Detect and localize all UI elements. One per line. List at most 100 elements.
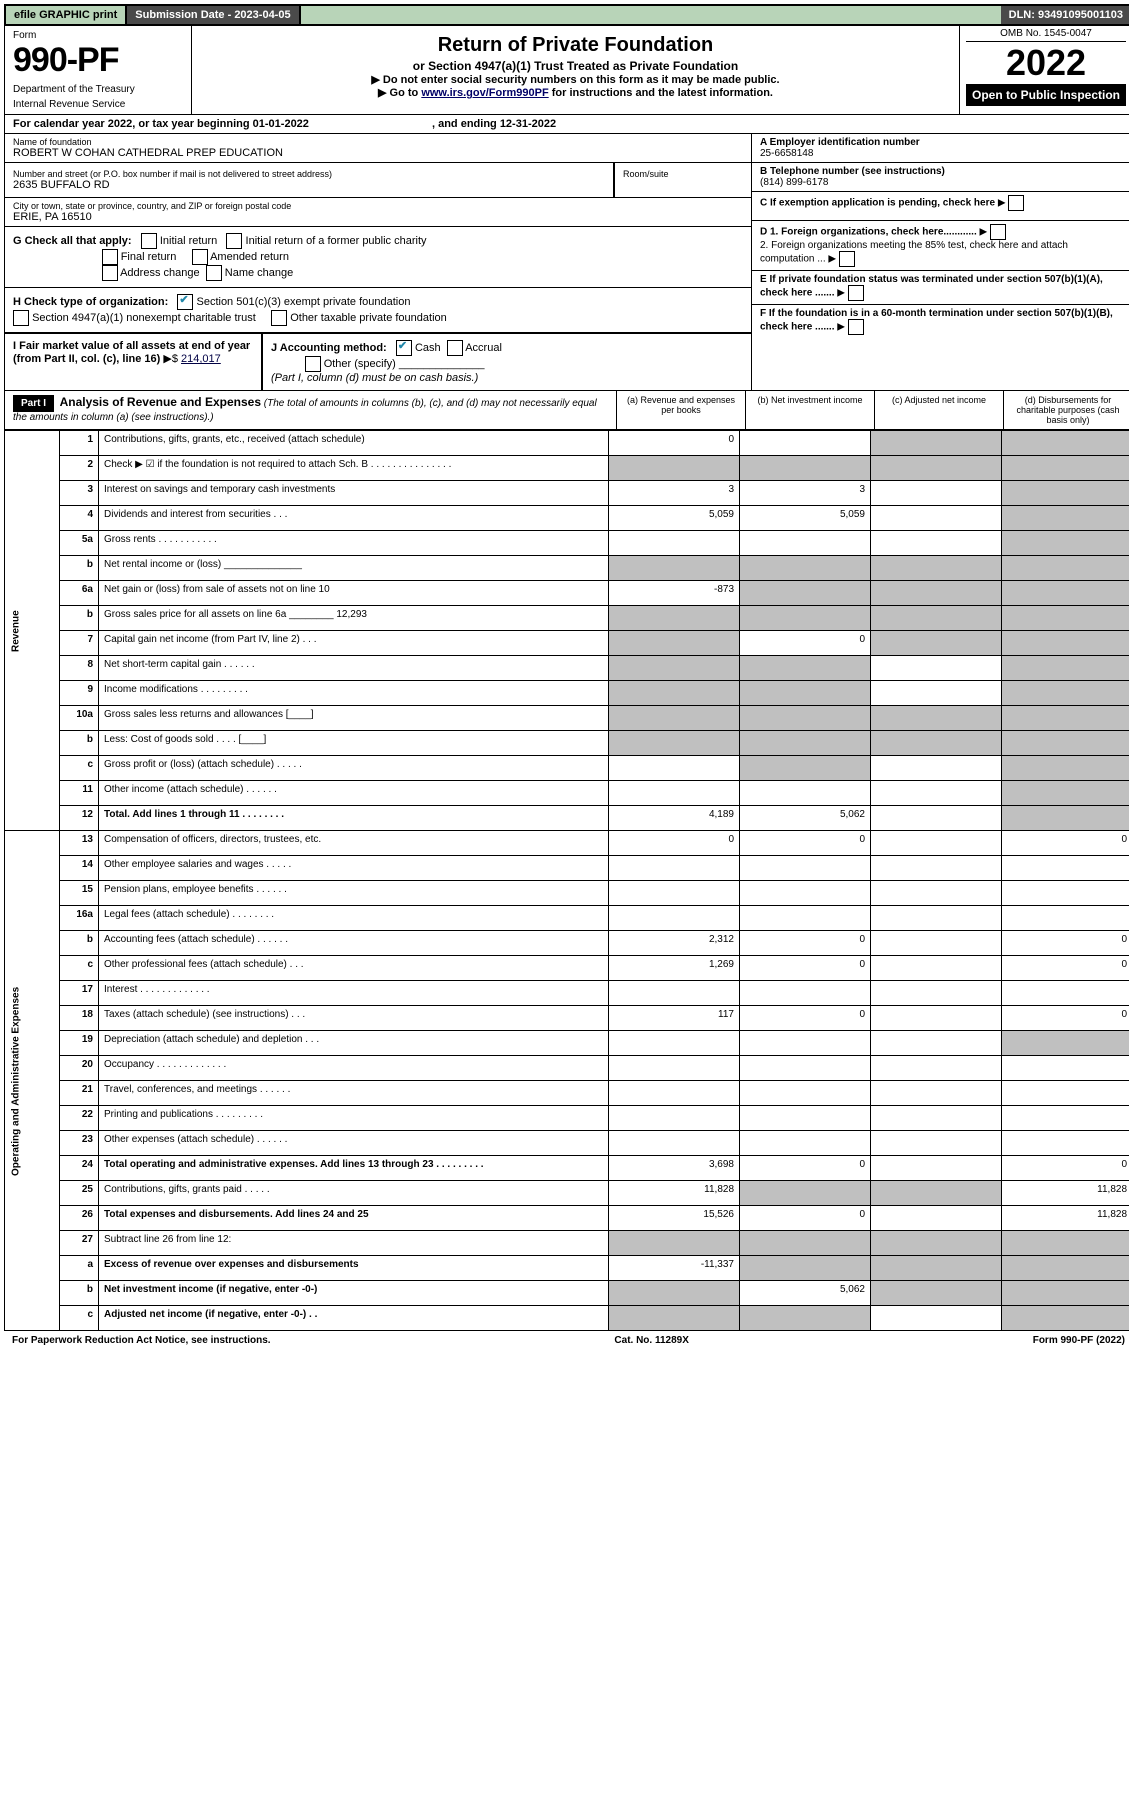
form-number: 990-PF <box>13 41 183 80</box>
address-change-checkbox[interactable] <box>102 265 118 281</box>
row-number: c <box>60 1306 99 1331</box>
table-row: 11Other income (attach schedule) . . . .… <box>5 781 1129 806</box>
row-number: b <box>60 731 99 756</box>
row-description: Interest on savings and temporary cash i… <box>99 481 609 506</box>
row-number: 22 <box>60 1106 99 1131</box>
row-description: Printing and publications . . . . . . . … <box>99 1106 609 1131</box>
row-number: 8 <box>60 656 99 681</box>
section-f: F If the foundation is in a 60-month ter… <box>752 305 1129 338</box>
amount-col-b <box>740 1256 871 1281</box>
amount-col-d: 0 <box>1002 956 1129 981</box>
row-number: 4 <box>60 506 99 531</box>
row-number: 23 <box>60 1131 99 1156</box>
form-number-box: Form 990-PF Department of the Treasury I… <box>5 26 192 114</box>
fmv-value[interactable]: 214,017 <box>181 353 221 365</box>
initial-former-checkbox[interactable] <box>226 233 242 249</box>
amount-col-b <box>740 981 871 1006</box>
amount-col-b: 0 <box>740 931 871 956</box>
city-state-zip: ERIE, PA 16510 <box>13 211 743 223</box>
col-a-header: (a) Revenue and expenses per books <box>616 391 745 429</box>
amount-col-c <box>871 581 1002 606</box>
amount-col-c <box>871 931 1002 956</box>
4947-checkbox[interactable] <box>13 310 29 326</box>
final-return-checkbox[interactable] <box>102 249 118 265</box>
irs-link[interactable]: www.irs.gov/Form990PF <box>421 87 548 99</box>
table-row: 12Total. Add lines 1 through 11 . . . . … <box>5 806 1129 831</box>
table-row: Revenue1Contributions, gifts, grants, et… <box>5 431 1129 456</box>
accrual-checkbox[interactable] <box>447 340 463 356</box>
amount-col-a <box>609 881 740 906</box>
amount-col-d <box>1002 531 1129 556</box>
table-row: 18Taxes (attach schedule) (see instructi… <box>5 1006 1129 1031</box>
amount-col-c <box>871 456 1002 481</box>
amount-col-a <box>609 906 740 931</box>
60-month-checkbox[interactable] <box>848 319 864 335</box>
street-address: 2635 BUFFALO RD <box>13 179 605 191</box>
amount-col-a <box>609 631 740 656</box>
table-row: bGross sales price for all assets on lin… <box>5 606 1129 631</box>
row-number: 3 <box>60 481 99 506</box>
amount-col-c <box>871 956 1002 981</box>
amount-col-a <box>609 781 740 806</box>
open-public-label: Open to Public Inspection <box>966 84 1126 106</box>
amended-return-checkbox[interactable] <box>192 249 208 265</box>
other-taxable-checkbox[interactable] <box>271 310 287 326</box>
table-row: 9Income modifications . . . . . . . . . <box>5 681 1129 706</box>
amount-col-d: 0 <box>1002 1006 1129 1031</box>
amount-col-b <box>740 856 871 881</box>
row-number: 17 <box>60 981 99 1006</box>
table-row: 20Occupancy . . . . . . . . . . . . . <box>5 1056 1129 1081</box>
row-number: 16a <box>60 906 99 931</box>
amount-col-a: 3 <box>609 481 740 506</box>
amount-col-a <box>609 1131 740 1156</box>
foreign-org-checkbox[interactable] <box>990 224 1006 240</box>
amount-col-b: 5,062 <box>740 806 871 831</box>
row-description: Subtract line 26 from line 12: <box>99 1231 609 1256</box>
amount-col-a <box>609 856 740 881</box>
section-i-j: I Fair market value of all assets at end… <box>5 333 751 390</box>
amount-col-c <box>871 531 1002 556</box>
amount-col-a: 4,189 <box>609 806 740 831</box>
row-description: Contributions, gifts, grants, etc., rece… <box>99 431 609 456</box>
table-row: 4Dividends and interest from securities … <box>5 506 1129 531</box>
row-description: Total operating and administrative expen… <box>99 1156 609 1181</box>
row-description: Legal fees (attach schedule) . . . . . .… <box>99 906 609 931</box>
amount-col-d <box>1002 681 1129 706</box>
row-number: 5a <box>60 531 99 556</box>
row-description: Interest . . . . . . . . . . . . . <box>99 981 609 1006</box>
name-change-checkbox[interactable] <box>206 265 222 281</box>
row-description: Capital gain net income (from Part IV, l… <box>99 631 609 656</box>
row-description: Net gain or (loss) from sale of assets n… <box>99 581 609 606</box>
amount-col-c <box>871 1031 1002 1056</box>
foreign-85-checkbox[interactable] <box>839 251 855 267</box>
amount-col-d <box>1002 556 1129 581</box>
row-description: Occupancy . . . . . . . . . . . . . <box>99 1056 609 1081</box>
amount-col-b <box>740 731 871 756</box>
amount-col-b: 5,062 <box>740 1281 871 1306</box>
amount-col-c <box>871 1306 1002 1331</box>
amount-col-d <box>1002 856 1129 881</box>
amount-col-b <box>740 1231 871 1256</box>
exemption-pending-checkbox[interactable] <box>1008 195 1024 211</box>
row-description: Gross sales price for all assets on line… <box>99 606 609 631</box>
row-description: Income modifications . . . . . . . . . <box>99 681 609 706</box>
amount-col-d <box>1002 781 1129 806</box>
table-row: 17Interest . . . . . . . . . . . . . <box>5 981 1129 1006</box>
table-row: 5aGross rents . . . . . . . . . . . <box>5 531 1129 556</box>
col-c-header: (c) Adjusted net income <box>874 391 1003 429</box>
phone-cell: B Telephone number (see instructions) (8… <box>752 163 1129 192</box>
other-method-checkbox[interactable] <box>305 356 321 372</box>
amount-col-a <box>609 731 740 756</box>
part-1-header: Part I Analysis of Revenue and Expenses … <box>4 391 1129 430</box>
table-row: Operating and Administrative Expenses13C… <box>5 831 1129 856</box>
initial-return-checkbox[interactable] <box>141 233 157 249</box>
table-row: bNet investment income (if negative, ent… <box>5 1281 1129 1306</box>
top-bar: efile GRAPHIC print Submission Date - 20… <box>4 4 1129 26</box>
status-terminated-checkbox[interactable] <box>848 285 864 301</box>
foundation-name-cell: Name of foundation ROBERT W COHAN CATHED… <box>5 134 751 163</box>
amount-col-d <box>1002 456 1129 481</box>
cash-checkbox[interactable] <box>396 340 412 356</box>
501c3-checkbox[interactable] <box>177 294 193 310</box>
address-row: Number and street (or P.O. box number if… <box>5 163 751 198</box>
foundation-name: ROBERT W COHAN CATHEDRAL PREP EDUCATION <box>13 147 743 159</box>
